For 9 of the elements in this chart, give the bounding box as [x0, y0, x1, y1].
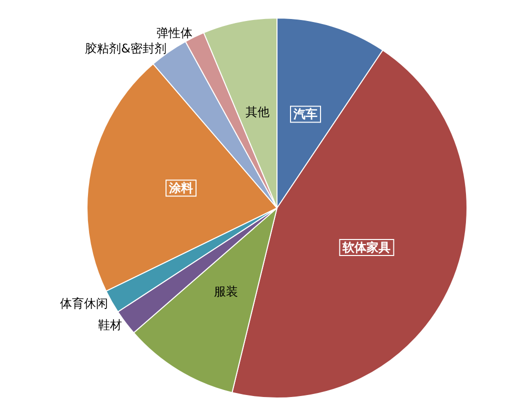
slice-label: 胶粘剂&密封剂: [85, 42, 166, 56]
slice-label: 涂料: [168, 181, 194, 196]
slice-label: 软体家具: [342, 240, 391, 254]
slice-label: 其他: [246, 104, 270, 119]
slice-label: 鞋材: [98, 318, 122, 332]
slice-label: 汽车: [292, 107, 318, 122]
slice-label: 体育休闲: [60, 296, 108, 311]
slice-label: 服装: [214, 284, 238, 299]
slice-label: 弹性体: [156, 26, 193, 40]
